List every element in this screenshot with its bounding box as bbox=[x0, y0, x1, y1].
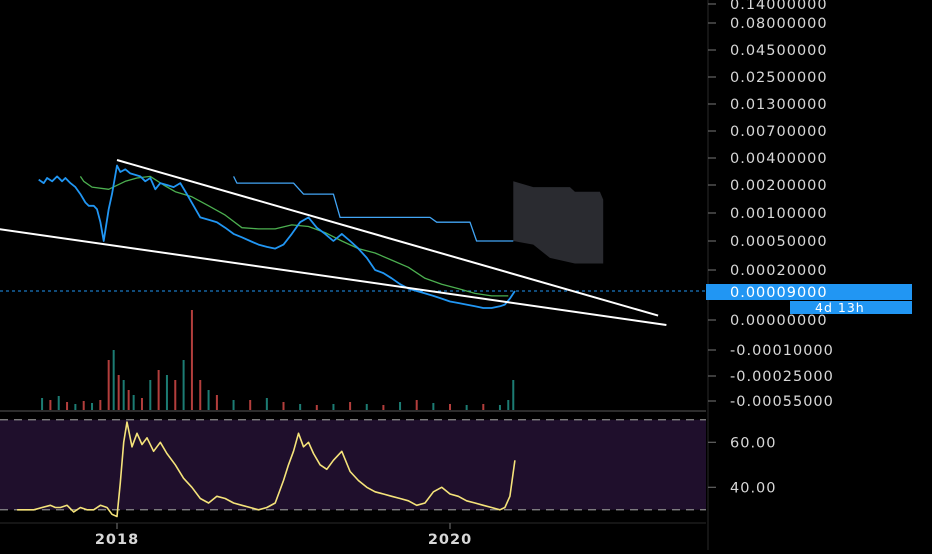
resistance-band-line bbox=[233, 176, 514, 242]
volume-bar bbox=[117, 375, 120, 410]
volume-bar bbox=[365, 404, 368, 410]
rsi-axis-label: 60.00 bbox=[730, 435, 777, 451]
volume-bar bbox=[199, 380, 202, 410]
volume-bar bbox=[399, 402, 402, 410]
volume-bar bbox=[82, 401, 85, 410]
volume-bar bbox=[66, 402, 69, 410]
price-axis-label: 0.00400000 bbox=[730, 151, 828, 167]
volume-bar bbox=[465, 405, 468, 410]
volume-bar bbox=[299, 404, 302, 410]
volume-bar bbox=[190, 310, 193, 410]
countdown-label: 4d 13h bbox=[815, 300, 865, 315]
volume-bar bbox=[512, 380, 515, 410]
price-axis-label: 0.04500000 bbox=[730, 43, 828, 59]
price-axis-label: 0.08000000 bbox=[730, 16, 828, 32]
cloud-shape bbox=[513, 181, 604, 264]
price-axis-label: 0.02500000 bbox=[730, 70, 828, 86]
volume-bar bbox=[149, 380, 152, 410]
price-axis-label: 0.01300000 bbox=[730, 97, 828, 113]
volume-bar bbox=[127, 390, 130, 410]
price-axis-label: -0.00055000 bbox=[730, 394, 834, 410]
volume-bar bbox=[282, 402, 285, 410]
price-axis-label: 0.00700000 bbox=[730, 124, 828, 140]
volume-bar bbox=[215, 395, 218, 410]
volume-bar bbox=[74, 404, 77, 410]
volume-bar bbox=[232, 400, 235, 410]
current-price-badge bbox=[706, 284, 912, 300]
price-axis-label: 0.00050000 bbox=[730, 234, 828, 250]
rsi-pane bbox=[0, 419, 706, 518]
price-axis-label: 0.00020000 bbox=[730, 263, 828, 279]
time-axis-label: 2018 bbox=[95, 532, 139, 548]
volume-bar bbox=[432, 403, 435, 410]
price-axis-label: 0.00000000 bbox=[730, 313, 828, 329]
volume-bar bbox=[112, 350, 115, 410]
volume-bar bbox=[132, 395, 135, 410]
price-axis-label: -0.00010000 bbox=[730, 343, 834, 359]
volume-bar bbox=[498, 405, 501, 410]
price-line bbox=[38, 164, 516, 309]
price-axis-label: 0.14000000 bbox=[730, 0, 828, 13]
volume-bar bbox=[91, 403, 94, 410]
volume-bars bbox=[41, 310, 515, 410]
time-axis[interactable]: 2018 2020 bbox=[95, 523, 472, 548]
volume-bar bbox=[140, 398, 143, 410]
current-price-label: 0.00009000 bbox=[730, 285, 828, 301]
volume-bar bbox=[122, 380, 125, 410]
moving-average-line bbox=[79, 175, 509, 297]
rsi-line bbox=[17, 421, 516, 518]
volume-bar bbox=[57, 396, 60, 410]
volume-bar bbox=[182, 360, 185, 410]
price-axis-label: 0.00100000 bbox=[730, 206, 828, 222]
price-axis-label: -0.00025000 bbox=[730, 369, 834, 385]
rsi-axis-label: 40.00 bbox=[730, 480, 777, 496]
volume-bar bbox=[382, 405, 385, 410]
upper-trendline bbox=[116, 159, 659, 317]
volume-bar bbox=[482, 404, 485, 410]
volume-bar bbox=[449, 404, 451, 410]
volume-bar bbox=[157, 370, 160, 410]
price-axis-label: 0.00200000 bbox=[730, 178, 828, 194]
lower-trendline bbox=[0, 228, 667, 326]
price-axis[interactable]: 0.14000000 0.08000000 0.04500000 0.02500000… bbox=[708, 0, 834, 410]
volume-bar bbox=[99, 400, 102, 410]
volume-bar bbox=[415, 400, 418, 410]
volume-bar bbox=[332, 404, 335, 410]
volume-bar bbox=[107, 360, 110, 410]
volume-bar bbox=[349, 402, 352, 410]
volume-bar bbox=[315, 405, 318, 410]
volume-bar bbox=[207, 390, 210, 410]
volume-bar bbox=[174, 380, 177, 410]
volume-bar bbox=[41, 398, 44, 410]
volume-bar bbox=[265, 398, 268, 410]
rsi-band-fill bbox=[0, 419, 706, 510]
price-lines bbox=[0, 159, 667, 326]
projection-cloud bbox=[513, 181, 604, 264]
volume-bar bbox=[507, 400, 510, 410]
volume-bar bbox=[165, 375, 168, 410]
rsi-axis[interactable]: 60.00 40.00 bbox=[708, 435, 777, 496]
volume-bar bbox=[49, 400, 52, 410]
countdown-badge bbox=[790, 301, 912, 314]
time-axis-label: 2020 bbox=[428, 532, 472, 548]
volume-bar bbox=[249, 400, 252, 410]
